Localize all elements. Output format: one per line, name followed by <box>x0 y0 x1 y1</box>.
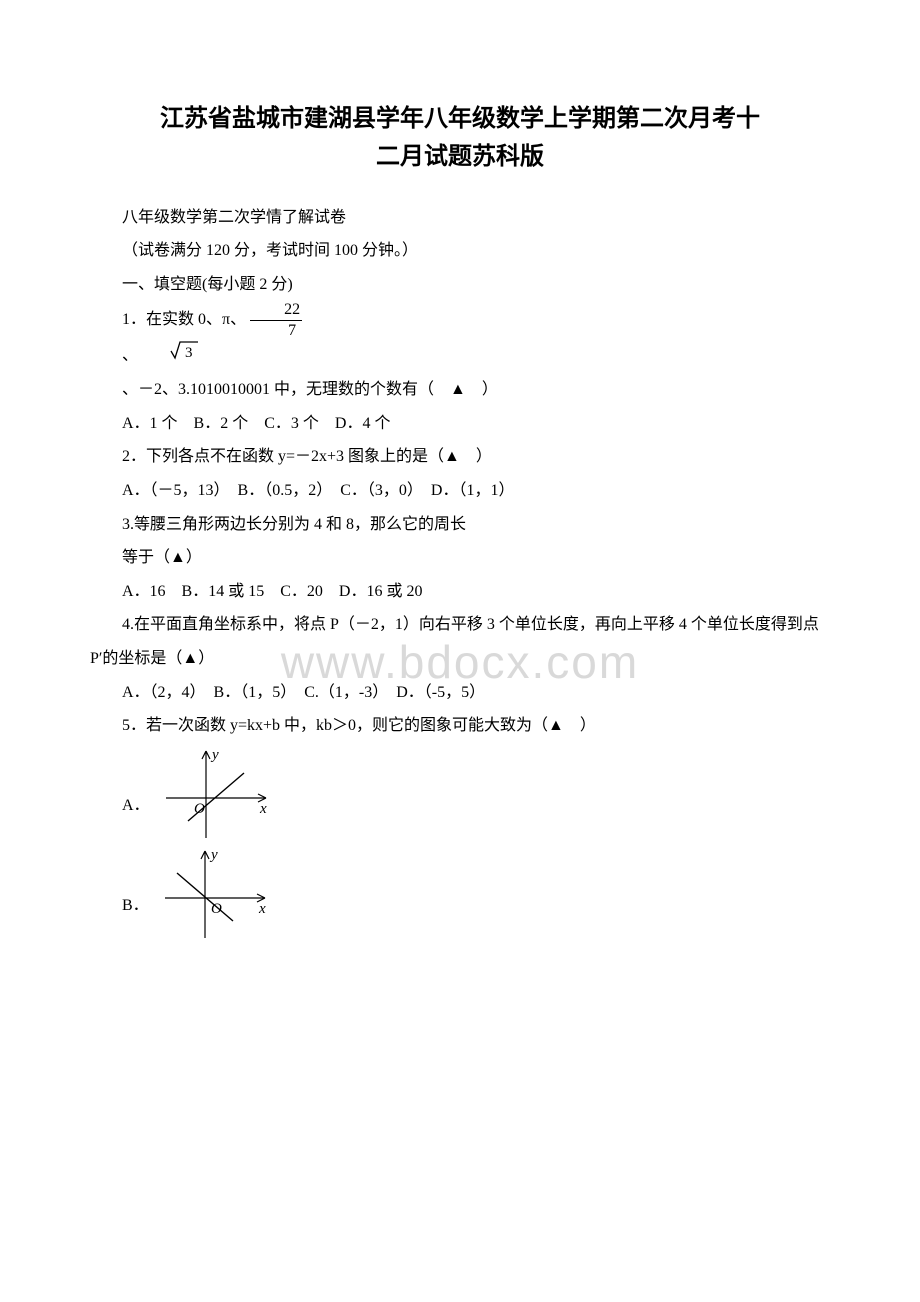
exam-info: （试卷满分 120 分，考试时间 100 分钟。） <box>90 234 830 268</box>
q4-options: A．（2，4） B．（1，5） C.（1，-3） D．（-5，5） <box>90 676 830 710</box>
svg-text:O: O <box>211 901 222 917</box>
q1-stem-line3: 、－2、3.1010010001 中，无理数的个数有（ ▲ ） <box>90 373 830 407</box>
q1-stem-line2: 、 3 <box>90 339 830 374</box>
sqrt-inner-text: 3 <box>185 345 193 361</box>
q5-option-a-label: A． <box>122 789 150 843</box>
q5-graph-b: O x y <box>157 843 277 943</box>
fraction-22-7: 22 7 <box>250 302 302 339</box>
fraction-denominator: 7 <box>250 321 302 339</box>
document-title: 江苏省盐城市建湖县学年八年级数学上学期第二次月考十 二月试题苏科版 <box>90 100 830 177</box>
q3-stem-line2: 等于（▲） <box>90 541 830 575</box>
q3-stem-line1: 3.等腰三角形两边长分别为 4 和 8，那么它的周长 <box>90 508 830 542</box>
title-line-1: 江苏省盐城市建湖县学年八年级数学上学期第二次月考十 <box>160 106 760 132</box>
q5-stem: 5．若一次函数 y=kx+b 中，kb＞0，则它的图象可能大致为（▲ ） <box>90 709 830 743</box>
fraction-numerator: 22 <box>250 302 302 321</box>
svg-text:x: x <box>258 901 266 917</box>
q4-stem: 4.在平面直角坐标系中，将点 P（－2，1）向右平移 3 个单位长度，再向上平移… <box>90 608 830 675</box>
q3-options: A．16 B．14 或 15 C．20 D．16 或 20 <box>90 575 830 609</box>
q1-stem-line1: 1．在实数 0、π、 22 7 <box>90 302 830 339</box>
svg-text:O: O <box>194 801 205 817</box>
subtitle: 八年级数学第二次学情了解试卷 <box>90 201 830 235</box>
svg-text:x: x <box>259 801 267 817</box>
q5-option-a-row: A． O x y <box>90 743 830 843</box>
document-content: 江苏省盐城市建湖县学年八年级数学上学期第二次月考十 二月试题苏科版 八年级数学第… <box>90 100 830 943</box>
q5-graph-a: O x y <box>158 743 278 843</box>
q1-options: A．1 个 B．2 个 C．3 个 D．4 个 <box>90 407 830 441</box>
sqrt-3: 3 <box>138 339 200 374</box>
q5-option-b-label: B． <box>122 889 149 943</box>
q1-line2-prefix: 、 <box>122 347 138 364</box>
q2-stem: 2．下列各点不在函数 y=－2x+3 图象上的是（▲ ） <box>90 440 830 474</box>
svg-text:y: y <box>210 747 219 763</box>
q1-prefix: 1．在实数 0、π、 <box>122 311 246 328</box>
q2-options: A．（－5，13） B．（0.5，2） C．（3，0） D．（1，1） <box>90 474 830 508</box>
section-heading-1: 一、填空题(每小题 2 分) <box>90 268 830 302</box>
q5-option-b-row: B． O x y <box>90 843 830 943</box>
title-line-2: 二月试题苏科版 <box>376 144 544 170</box>
svg-text:y: y <box>209 847 218 863</box>
